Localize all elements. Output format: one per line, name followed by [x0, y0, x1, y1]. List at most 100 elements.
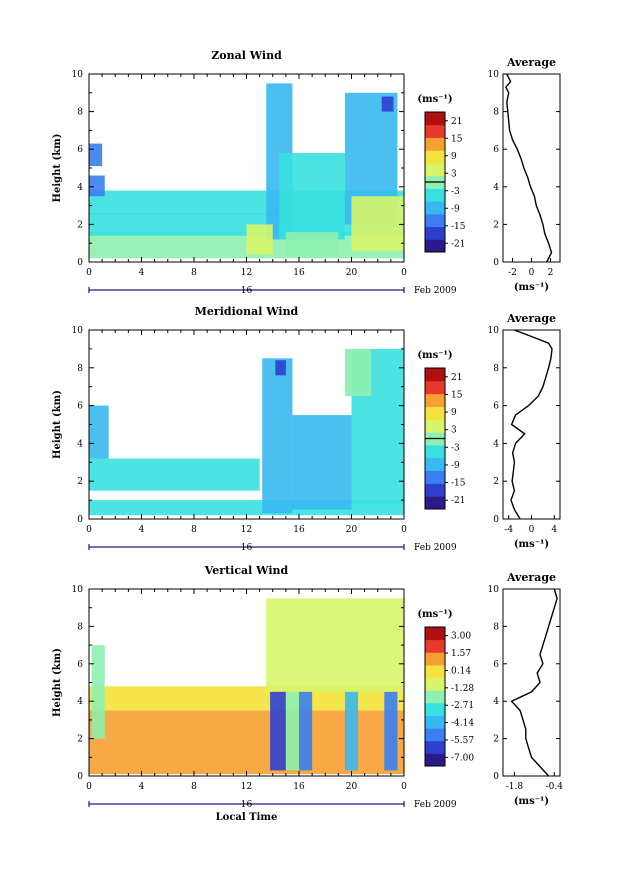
heatmap-cell	[275, 360, 286, 376]
panel-title: Meridional Wind	[195, 305, 299, 318]
day-label: 16	[241, 543, 253, 553]
x-tick-label: 8	[191, 782, 197, 792]
avg-x-tick-label: 4	[551, 525, 557, 535]
average-title: Average	[506, 571, 556, 584]
heatmap-cell	[89, 458, 260, 491]
x-tick-label: 0	[401, 782, 407, 792]
y-tick-label: 6	[77, 660, 83, 670]
y-axis-label: Height (km)	[52, 648, 63, 717]
y-tick-label: 10	[72, 585, 84, 595]
date-label: Feb 2009	[414, 543, 457, 553]
colorbar-swatch	[425, 627, 445, 641]
heatmap-cell	[89, 143, 103, 167]
heatmap-cell	[246, 224, 273, 255]
colorbar-tick-label: -7.00	[451, 753, 474, 763]
heatmap-cell	[381, 96, 394, 112]
avg-y-tick-label: 6	[493, 402, 499, 412]
y-tick-label: 4	[77, 697, 83, 707]
day-label: 16	[241, 286, 253, 296]
colorbar-swatch	[425, 728, 445, 742]
avg-y-tick-label: 4	[493, 697, 499, 707]
colorbar-swatch	[425, 470, 445, 484]
heatmap-cell	[262, 358, 293, 514]
y-tick-label: 4	[77, 439, 83, 449]
average-profile-line	[505, 73, 553, 263]
colorbar-swatch	[425, 753, 445, 767]
colorbar-swatch	[425, 483, 445, 497]
y-tick-label: 0	[77, 515, 83, 525]
average-profile: Average 0 2 4 6 8 10 -2 0 2 (ms⁻¹)	[488, 56, 561, 293]
heatmap-cells	[89, 348, 404, 516]
colorbar-swatch	[425, 496, 445, 510]
colorbar-swatch	[425, 457, 445, 472]
y-tick-label: 2	[77, 477, 83, 487]
avg-y-tick-label: 10	[488, 585, 500, 595]
x-tick-label: 20	[346, 268, 358, 278]
colorbar-frame	[424, 626, 446, 767]
panel-1: Meridional Wind 0 2 4 6 8 10 Height (km) 0 4 8 12 16…	[52, 305, 561, 553]
colorbar-tick-label: 3.00	[451, 632, 471, 642]
x-tick-label: 16	[293, 782, 305, 792]
heatmap-cell	[279, 152, 345, 240]
x-tick-label: 8	[191, 268, 197, 278]
avg-x-axis-label: (ms⁻¹)	[514, 539, 549, 550]
average-profile-line	[510, 588, 558, 777]
colorbar-tick-label: -4.14	[451, 719, 474, 729]
heatmap-cell	[270, 691, 286, 771]
avg-y-tick-label: 8	[493, 622, 499, 632]
colorbar-swatch	[425, 639, 445, 653]
colorbar-swatch	[425, 150, 445, 164]
colorbar-tick-label: 15	[451, 390, 463, 400]
avg-y-tick-label: 0	[493, 258, 499, 268]
x-tick-label: 12	[241, 268, 252, 278]
colorbar-swatch	[425, 393, 445, 407]
heatmap-cell	[344, 691, 359, 771]
colorbar-swatch	[425, 226, 445, 240]
colorbar-tick-label: 21	[451, 373, 462, 383]
colorbar-swatch	[425, 213, 445, 228]
avg-y-tick-label: 8	[493, 364, 499, 374]
date-label: Feb 2009	[414, 286, 457, 296]
colorbar-swatch	[425, 702, 445, 716]
colorbar-unit-label: (ms⁻¹)	[417, 609, 452, 620]
x-tick-label: 8	[191, 525, 197, 535]
colorbar-tick-label: -1.28	[451, 684, 474, 694]
average-profile: Average 0 2 4 6 8 10 -1.8 -0.4 (ms⁻¹)	[488, 571, 564, 807]
heatmap-cell	[266, 598, 404, 692]
heatmap-cell	[91, 645, 105, 739]
avg-x-tick-label: -4	[504, 525, 513, 535]
colorbar-swatch	[425, 137, 445, 151]
colorbar-unit-label: (ms⁻¹)	[417, 350, 452, 361]
x-tick-label: 16	[293, 525, 305, 535]
heatmap-cell	[351, 196, 404, 251]
avg-y-tick-label: 0	[493, 772, 499, 782]
avg-y-tick-label: 2	[493, 220, 499, 230]
y-tick-label: 4	[77, 183, 83, 193]
colorbar-unit-label: (ms⁻¹)	[417, 94, 452, 105]
colorbar-swatch	[425, 715, 445, 729]
colorbar-tick-label: 1.57	[451, 649, 471, 659]
colorbar-swatch	[425, 652, 445, 666]
avg-y-tick-label: 6	[493, 145, 499, 155]
colorbar-tick-label: -15	[451, 222, 466, 232]
heatmap-cell	[285, 231, 339, 257]
avg-y-tick-label: 4	[493, 183, 499, 193]
colorbar-swatch	[425, 380, 445, 395]
x-tick-label: 4	[139, 782, 145, 792]
colorbar-swatch	[425, 419, 445, 433]
x-tick-label: 12	[241, 782, 252, 792]
x-axis-label: Local Time	[216, 812, 278, 823]
colorbar-swatch	[425, 740, 445, 754]
x-tick-label: 16	[293, 268, 305, 278]
colorbar-swatch	[425, 162, 445, 177]
colorbar-swatch	[425, 188, 445, 202]
colorbar-tick-label: 9	[451, 152, 457, 162]
avg-x-tick-label: -0.4	[546, 782, 564, 792]
y-axis-label: Height (km)	[52, 390, 63, 459]
colorbar-swatch	[425, 444, 445, 459]
average-profile-line	[510, 329, 553, 520]
y-tick-label: 6	[77, 402, 83, 412]
y-tick-label: 0	[77, 772, 83, 782]
